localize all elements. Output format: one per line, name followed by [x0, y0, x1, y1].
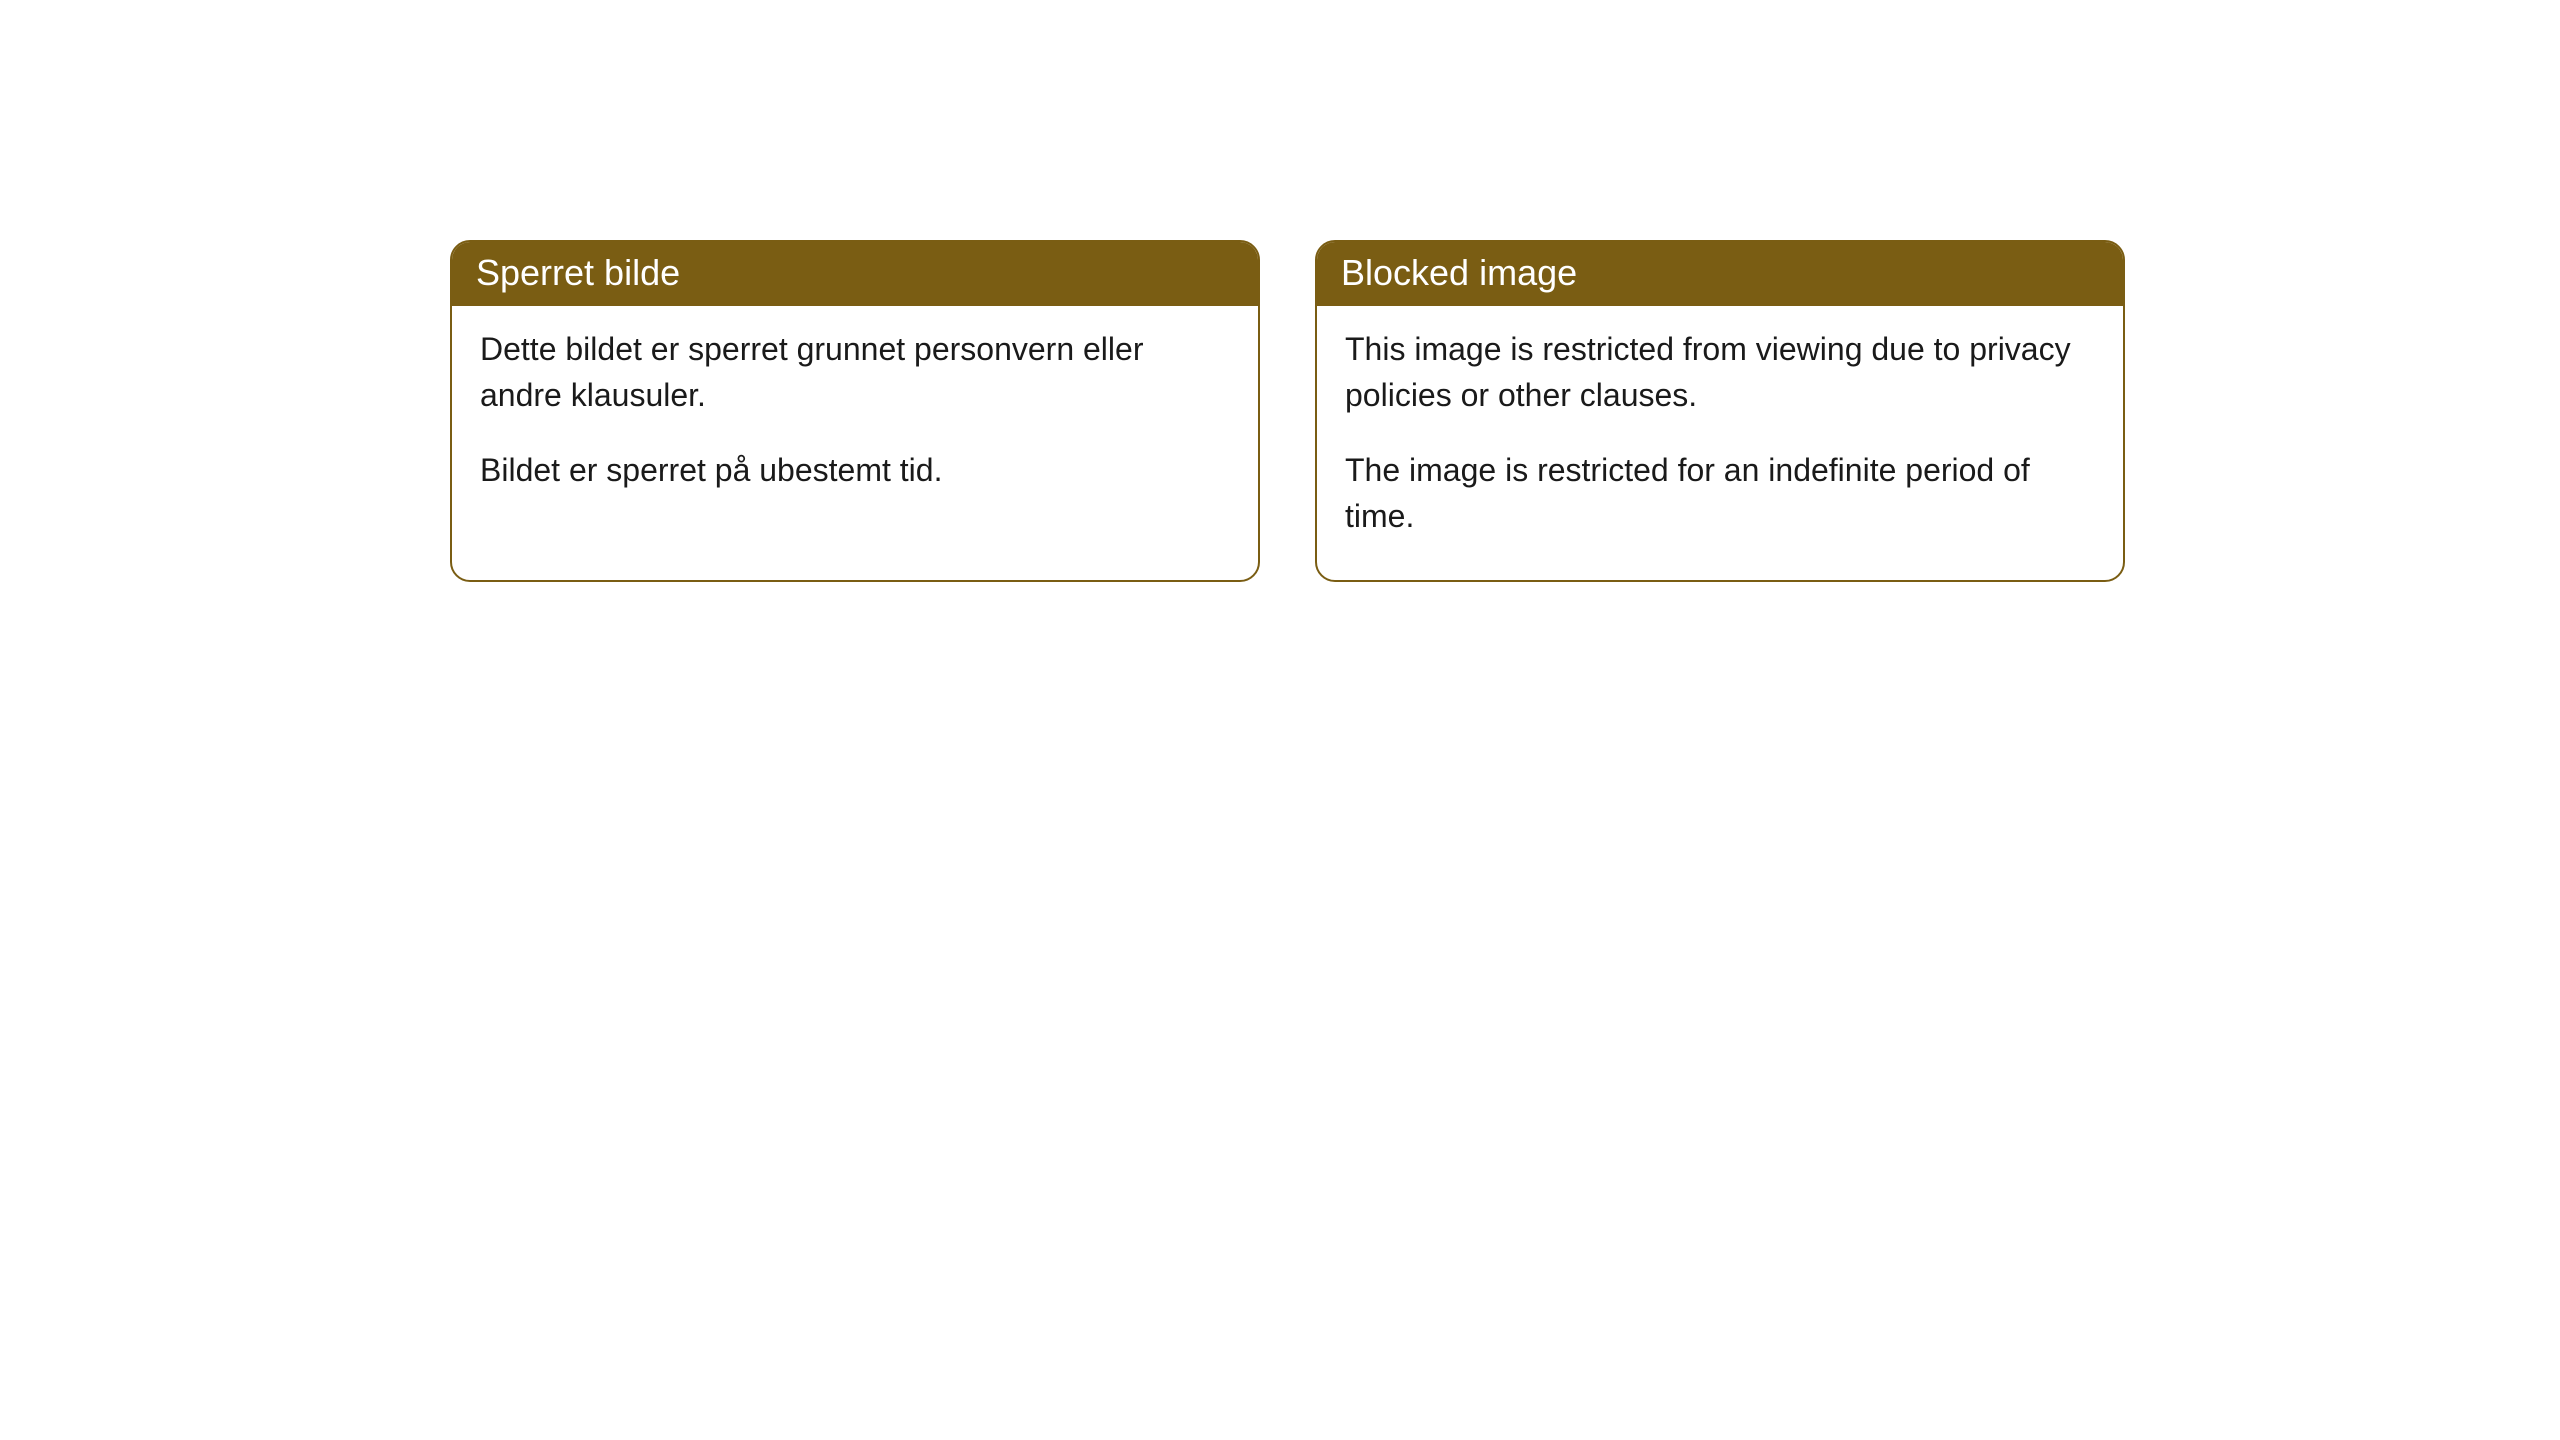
notice-header-norwegian: Sperret bilde: [452, 242, 1258, 306]
notice-panel-norwegian: Sperret bilde Dette bildet er sperret gr…: [450, 240, 1260, 582]
notice-header-english: Blocked image: [1317, 242, 2123, 306]
notice-paragraph: This image is restricted from viewing du…: [1345, 326, 2095, 419]
notice-paragraph: Bildet er sperret på ubestemt tid.: [480, 447, 1230, 493]
notice-panel-english: Blocked image This image is restricted f…: [1315, 240, 2125, 582]
notice-container: Sperret bilde Dette bildet er sperret gr…: [0, 0, 2560, 582]
notice-body-norwegian: Dette bildet er sperret grunnet personve…: [452, 306, 1258, 533]
notice-paragraph: Dette bildet er sperret grunnet personve…: [480, 326, 1230, 419]
notice-paragraph: The image is restricted for an indefinit…: [1345, 447, 2095, 540]
notice-body-english: This image is restricted from viewing du…: [1317, 306, 2123, 580]
